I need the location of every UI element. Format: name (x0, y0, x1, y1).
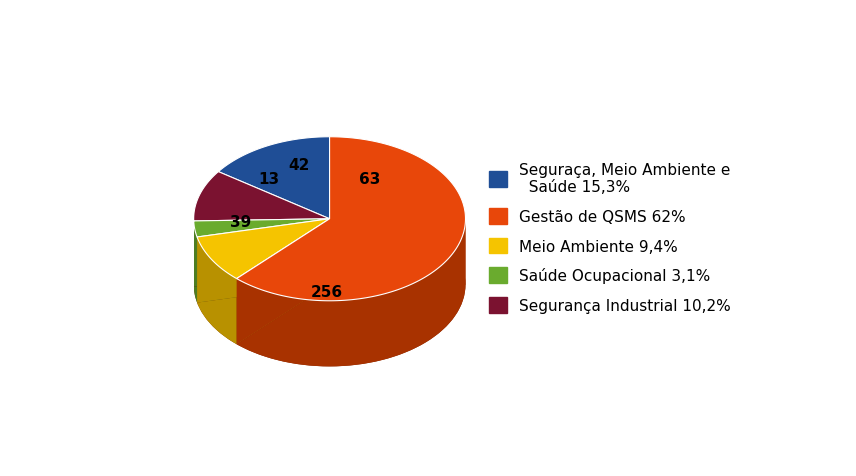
Polygon shape (197, 219, 330, 279)
Polygon shape (193, 219, 330, 285)
Ellipse shape (193, 203, 466, 367)
Polygon shape (193, 219, 330, 287)
Text: 13: 13 (259, 172, 279, 187)
Polygon shape (197, 219, 330, 303)
Polygon shape (193, 219, 330, 287)
Polygon shape (193, 219, 330, 238)
Polygon shape (236, 219, 466, 367)
Polygon shape (218, 138, 330, 219)
Polygon shape (193, 172, 330, 221)
Text: 63: 63 (359, 172, 380, 187)
Text: 39: 39 (230, 214, 251, 229)
Polygon shape (197, 219, 330, 303)
Polygon shape (197, 219, 330, 345)
Polygon shape (193, 219, 330, 303)
Polygon shape (236, 219, 330, 345)
Polygon shape (193, 219, 330, 287)
Polygon shape (330, 219, 466, 285)
Polygon shape (236, 138, 466, 301)
Polygon shape (236, 219, 330, 345)
Legend: Seguraça, Meio Ambiente e
  Saúde 15,3%, Gestão de QSMS 62%, Meio Ambiente 9,4%,: Seguraça, Meio Ambiente e Saúde 15,3%, G… (483, 157, 737, 319)
Text: 256: 256 (312, 284, 343, 299)
Text: 42: 42 (288, 158, 310, 173)
